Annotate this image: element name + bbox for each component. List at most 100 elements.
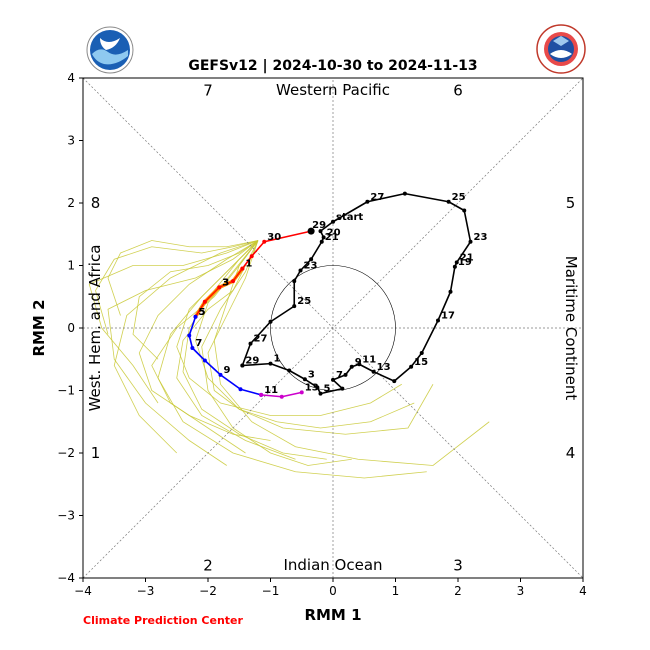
ensemble-member-line [213, 240, 490, 466]
region-label-bottom: Indian Ocean [283, 556, 382, 574]
observed-point [371, 369, 376, 374]
x-tick-label: −4 [74, 584, 92, 598]
observed-label: 5 [324, 384, 331, 395]
observed-label: 23 [474, 232, 488, 243]
forecast-week3-label: 11 [264, 385, 278, 396]
forecast-week4-point [259, 392, 264, 397]
forecast-week4-label: 13 [305, 382, 319, 393]
x-axis-label: RMM 1 [304, 606, 361, 624]
ensemble-member-line [132, 240, 259, 360]
x-tick-label: −1 [262, 584, 280, 598]
observed-label: 27 [370, 192, 384, 203]
observed-point [292, 304, 297, 309]
ensemble-member-line [176, 240, 296, 460]
observed-point [392, 379, 397, 384]
y-tick-label: 4 [67, 71, 75, 85]
x-tick-label: 0 [329, 584, 337, 598]
forecast-week2-core-label: 3 [222, 277, 229, 288]
region-label-left: West. Hem. and Africa [86, 245, 104, 412]
observed-label: 1 [274, 354, 281, 365]
nws-logo-icon [536, 24, 586, 74]
observed-label: 20 [327, 227, 341, 238]
observed-label: start [336, 212, 363, 223]
axes [79, 77, 584, 582]
observed-point [343, 372, 348, 377]
y-tick-label: −2 [57, 446, 75, 460]
phase-number-2: 2 [203, 557, 213, 575]
forecast-week2-core-point [202, 299, 207, 304]
ensemble-member-line [201, 240, 352, 466]
observed-point [268, 319, 273, 324]
ensemble-member-line [88, 240, 259, 404]
observed-point [402, 191, 407, 196]
forecast-week3-point [190, 346, 195, 350]
nws-logo [536, 24, 586, 78]
y-tick-label: −1 [57, 384, 75, 398]
y-tick-label: 3 [67, 134, 75, 148]
ensemble-member-line [95, 240, 259, 335]
observed-point [454, 260, 459, 265]
y-tick-label: 2 [67, 196, 75, 210]
observed-point [287, 368, 292, 373]
ensemble-member-line [207, 240, 415, 429]
observed-point [248, 341, 253, 346]
y-axis-label: RMM 2 [30, 299, 48, 356]
forecast-week2-core-label: 5 [199, 307, 206, 318]
observed-label: 25 [297, 296, 311, 307]
forecast-week4-point [279, 394, 284, 399]
observed-label: 9 [355, 357, 362, 368]
x-tick-label: −2 [199, 584, 217, 598]
forecast-week2-label: 3 [222, 277, 229, 288]
observed-point [319, 239, 324, 244]
observed-point [419, 351, 424, 355]
ensemble-member-line [107, 240, 259, 466]
forecast-week3-point [187, 333, 192, 338]
observed-point [349, 364, 354, 369]
observed-label: 21 [325, 232, 339, 243]
observed-label: 25 [452, 192, 466, 203]
ensemble-member-line [182, 240, 327, 460]
observed-point [357, 362, 362, 367]
ensemble-member-line [157, 240, 427, 479]
forecast-week3-label: 9 [224, 365, 231, 376]
region-label-right: Maritime Continent [562, 256, 580, 401]
phase-number-1: 1 [91, 444, 101, 462]
observed-point [268, 361, 273, 366]
y-tick-label: 1 [67, 259, 75, 273]
x-tick-label: 3 [517, 584, 525, 598]
noaa-logo [86, 26, 134, 78]
forecast-week2-label: 5 [199, 307, 206, 318]
observed-label: 29 [245, 356, 259, 367]
ensemble-member-line [138, 240, 271, 441]
forecast-week2-core-point [217, 285, 222, 290]
phase-number-7: 7 [203, 82, 213, 100]
phase-number-5: 5 [566, 194, 576, 212]
ensemble-member-line [107, 240, 259, 316]
phase-number-3: 3 [453, 557, 463, 575]
observed-point [468, 239, 473, 244]
observed-point [462, 208, 467, 213]
phase-number-4: 4 [566, 444, 576, 462]
observed-label: 21 [460, 252, 474, 263]
observed-label: 3 [308, 369, 315, 380]
forecast-week3-point [193, 314, 198, 319]
forecast-week1-point [249, 254, 254, 259]
observed-point [318, 229, 323, 234]
x-tick-label: 4 [579, 584, 587, 598]
observed-point [240, 363, 245, 368]
region-label-top: Western Pacific [276, 81, 390, 99]
phase-guides [82, 77, 584, 579]
forecast-start-point [307, 227, 315, 235]
observed-label: 15 [414, 357, 428, 368]
observed-point [292, 279, 297, 284]
x-tick-label: 2 [454, 584, 462, 598]
forecast-week3-label: 7 [195, 338, 202, 349]
y-tick-label: 0 [67, 321, 75, 335]
observed-point [321, 235, 326, 240]
mjo-tracks [187, 191, 473, 399]
observed-label: 13 [377, 362, 391, 373]
x-tick-label: −3 [137, 584, 155, 598]
observed-label: 27 [254, 334, 268, 345]
